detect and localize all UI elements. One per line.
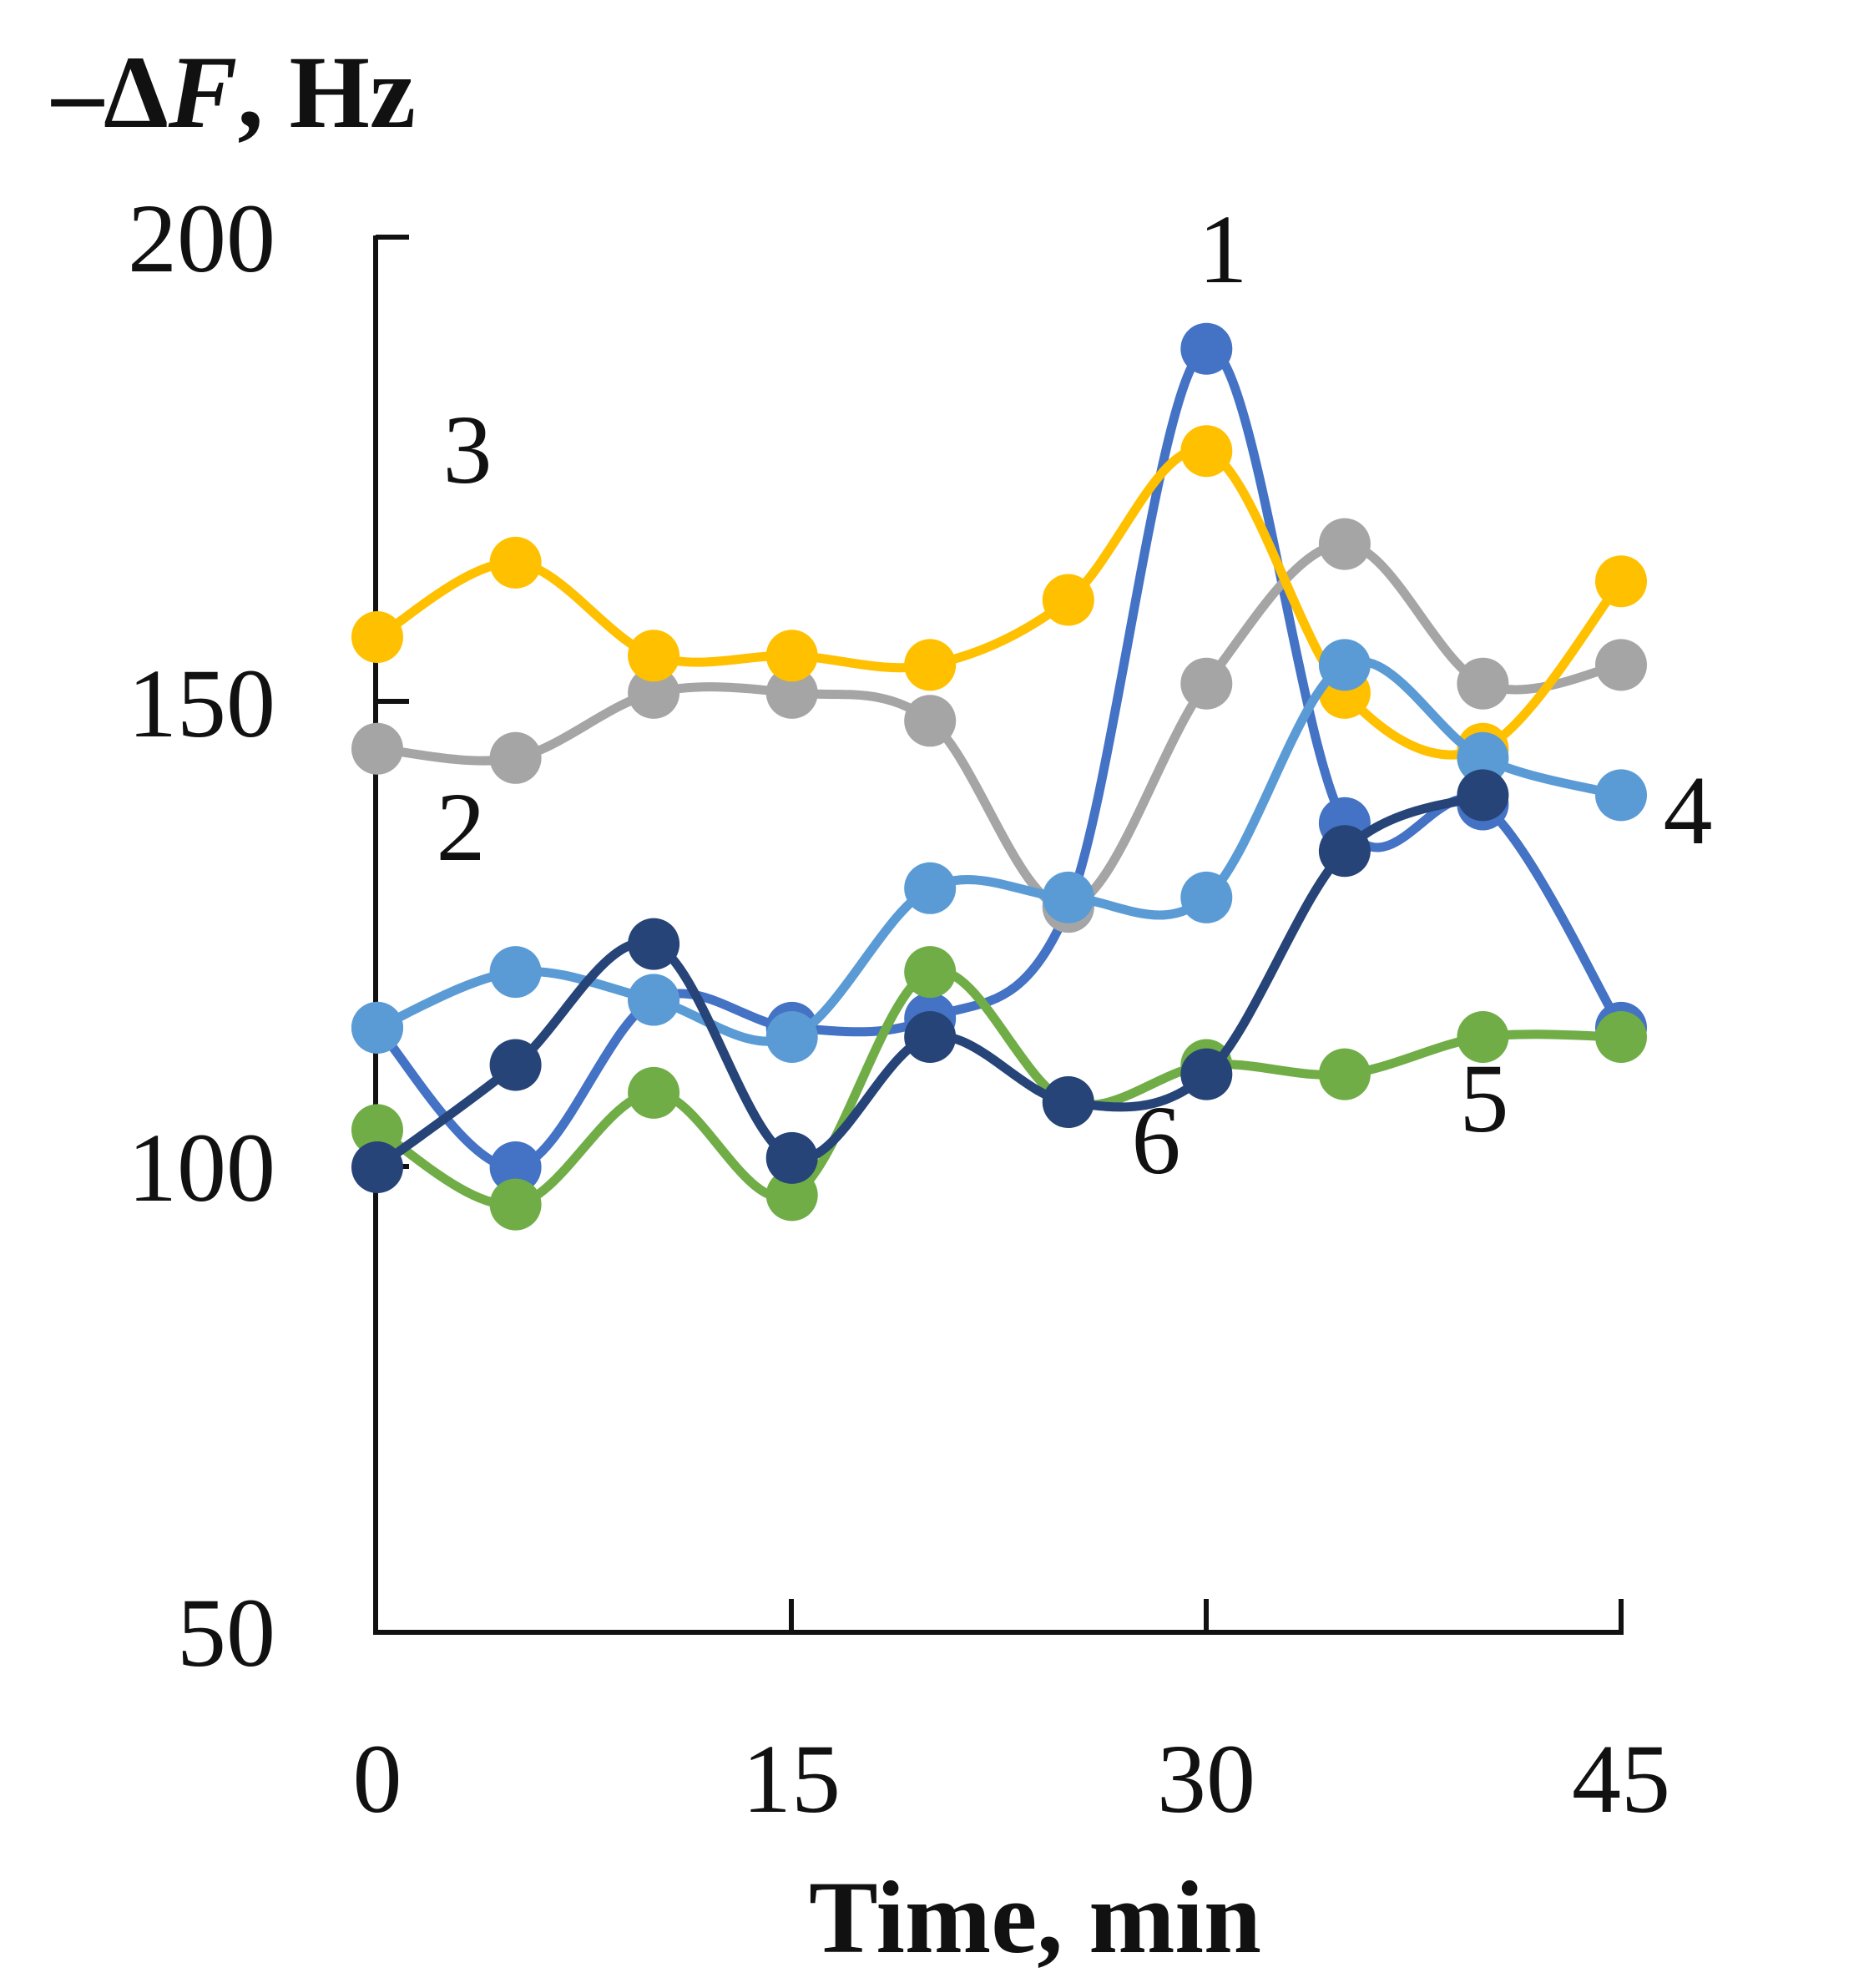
series-label-6: 6 bbox=[1132, 1085, 1181, 1195]
data-point-series-6-x15 bbox=[765, 1131, 818, 1184]
data-point-series-3-x5 bbox=[489, 536, 542, 589]
data-point-series-5-x45 bbox=[1595, 1011, 1647, 1063]
y-axis-title-prefix: –Δ bbox=[51, 35, 169, 149]
data-point-series-5-x35 bbox=[1318, 1048, 1371, 1100]
x-tick-label-30: 30 bbox=[1157, 1724, 1255, 1834]
data-point-series-6-x10 bbox=[628, 918, 680, 970]
data-point-series-4-x25 bbox=[1042, 871, 1094, 923]
data-point-series-3-x45 bbox=[1595, 555, 1647, 608]
data-point-series-2-x35 bbox=[1318, 518, 1371, 570]
y-axis-title-variable: F bbox=[168, 35, 238, 149]
data-point-series-2-x20 bbox=[904, 695, 957, 747]
series-label-2: 2 bbox=[437, 772, 486, 882]
series-label-5: 5 bbox=[1460, 1044, 1509, 1153]
x-tick-label-0: 0 bbox=[353, 1724, 402, 1834]
series-6 bbox=[351, 769, 1509, 1193]
data-point-series-3-x25 bbox=[1042, 574, 1094, 626]
series-line-1 bbox=[372, 344, 1626, 1172]
series-label-4: 4 bbox=[1664, 756, 1713, 865]
data-point-series-6-x35 bbox=[1318, 825, 1371, 878]
series-5 bbox=[351, 946, 1647, 1231]
y-axis-title-unit: , Hz bbox=[237, 35, 416, 149]
data-point-series-3-x30 bbox=[1180, 425, 1233, 478]
data-point-series-4-x0 bbox=[351, 1001, 403, 1054]
series-label-1: 1 bbox=[1199, 195, 1248, 304]
data-point-series-4-x35 bbox=[1318, 639, 1371, 691]
x-tick-label-15: 15 bbox=[742, 1724, 841, 1834]
series-4 bbox=[351, 639, 1647, 1063]
data-point-series-4-x45 bbox=[1595, 769, 1647, 822]
data-point-series-6-x25 bbox=[1042, 1076, 1094, 1128]
series-2 bbox=[351, 518, 1647, 933]
data-point-series-4-x10 bbox=[628, 974, 680, 1026]
data-point-series-5-x40 bbox=[1457, 1011, 1509, 1063]
y-tick-label-50: 50 bbox=[177, 1578, 275, 1687]
data-point-series-4-x5 bbox=[489, 946, 542, 999]
data-point-series-1-x30 bbox=[1180, 322, 1233, 375]
data-point-series-6-x20 bbox=[904, 1011, 957, 1063]
data-point-series-5-x15 bbox=[765, 1169, 818, 1222]
data-point-series-3-x0 bbox=[351, 611, 403, 663]
y-tick-label-200: 200 bbox=[128, 184, 275, 293]
x-axis-title: Time, min bbox=[809, 1860, 1261, 1975]
series-label-3: 3 bbox=[443, 395, 493, 504]
data-point-series-5-x10 bbox=[628, 1066, 680, 1119]
data-point-series-4-x20 bbox=[904, 862, 957, 914]
data-point-series-3-x15 bbox=[765, 630, 818, 682]
data-point-series-5-x0 bbox=[351, 1104, 403, 1156]
series-line-2 bbox=[372, 539, 1626, 912]
data-point-series-5-x5 bbox=[489, 1178, 542, 1231]
y-tick-label-150: 150 bbox=[128, 649, 275, 758]
data-point-series-2-x5 bbox=[489, 731, 542, 784]
series-layer bbox=[351, 322, 1647, 1231]
data-point-series-2-x45 bbox=[1595, 639, 1647, 691]
y-tick-label-100: 100 bbox=[128, 1113, 275, 1222]
x-tick-label-45: 45 bbox=[1572, 1724, 1670, 1834]
data-point-series-2-x30 bbox=[1180, 657, 1233, 710]
data-point-series-4-x30 bbox=[1180, 871, 1233, 923]
data-point-series-2-x0 bbox=[351, 722, 403, 775]
y-axis-title: –ΔF, Hz bbox=[51, 35, 416, 149]
series-line-3 bbox=[372, 445, 1626, 760]
data-point-series-2-x10 bbox=[628, 666, 680, 719]
series-3 bbox=[351, 425, 1647, 775]
data-point-series-6-x5 bbox=[489, 1039, 542, 1091]
data-point-series-6-x0 bbox=[351, 1141, 403, 1193]
data-point-series-2-x15 bbox=[765, 666, 818, 719]
data-point-series-3-x20 bbox=[904, 639, 957, 691]
data-point-series-1-x5 bbox=[489, 1141, 542, 1193]
data-point-series-5-x20 bbox=[904, 946, 957, 999]
data-point-series-6-x30 bbox=[1180, 1048, 1233, 1100]
data-point-series-4-x40 bbox=[1457, 731, 1509, 784]
data-point-series-4-x15 bbox=[765, 1011, 818, 1063]
data-point-series-6-x40 bbox=[1457, 769, 1509, 822]
data-point-series-3-x10 bbox=[628, 630, 680, 682]
series-line-4 bbox=[372, 656, 1626, 1046]
data-point-series-2-x40 bbox=[1457, 657, 1509, 710]
